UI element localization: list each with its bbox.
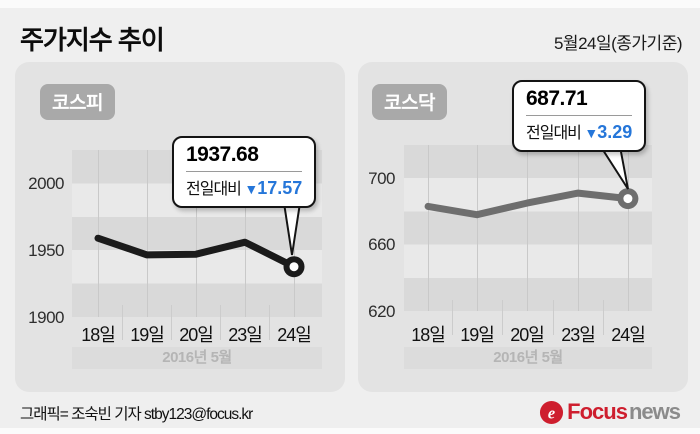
tick-separator: [269, 305, 270, 340]
kosdaq-plot-area: [404, 145, 652, 311]
focus-news-logo: e Focus news: [539, 399, 681, 425]
kosdaq-ytick-620: 620: [368, 302, 395, 321]
kosdaq-change-value: 3.29: [597, 122, 633, 142]
tick-separator: [122, 305, 123, 340]
kospi-value: 1937.68: [186, 143, 259, 166]
tick-separator: [220, 305, 221, 340]
tick-separator: [502, 300, 503, 335]
gridline: [245, 150, 246, 317]
kospi-badge: 코스피: [40, 84, 115, 120]
down-triangle-icon: ▼: [584, 125, 598, 141]
tick-separator: [603, 300, 604, 335]
kosdaq-line-chart: [424, 188, 639, 219]
kospi-panel: 코스피 2000 1950 1900 18일 19일 20일 23일 24일 2…: [15, 62, 345, 392]
change-label: 전일대비: [186, 181, 242, 198]
logo-letter: e: [548, 403, 555, 422]
callout-divider: [526, 115, 633, 116]
kospi-ytick-1900: 1900: [28, 308, 64, 327]
kospi-xtick: 18일: [81, 325, 116, 345]
change-label: 전일대비: [526, 125, 582, 142]
gridline: [477, 145, 478, 311]
kosdaq-xtick: 23일: [561, 325, 596, 345]
kosdaq-xtick: 18일: [411, 325, 446, 345]
kospi-xtick: 19일: [130, 325, 165, 345]
kosdaq-badge: 코스닥: [372, 84, 447, 120]
kospi-ytick-1950: 1950: [28, 241, 64, 260]
bottom-strip: [0, 428, 700, 434]
tick-separator: [171, 305, 172, 340]
gridline: [628, 145, 629, 311]
kospi-callout: 1937.68 전일대비 ▼17.57: [172, 136, 317, 208]
kosdaq-xtick: 19일: [460, 325, 495, 345]
tick-separator: [452, 300, 453, 335]
callout-divider: [186, 171, 303, 172]
kosdaq-change-line: 전일대비 ▼3.29: [526, 119, 632, 143]
date-note: 5월24일(종가기준): [553, 34, 683, 53]
logo-text-primary: Focus: [567, 399, 628, 424]
kospi-month-label: 2016년 5월: [72, 347, 322, 369]
focus-news-icon: e: [540, 400, 564, 424]
kosdaq-ytick-700: 700: [368, 169, 395, 188]
kosdaq-ytick-660: 660: [368, 235, 395, 254]
gridline: [527, 145, 528, 311]
kosdaq-panel: 코스닥 700 660 620 18일 19일 20일 23일 24일 2016…: [358, 62, 688, 392]
page-title: 주가지수 추이: [20, 25, 165, 55]
kosdaq-callout: 687.71 전일대비 ▼3.29: [512, 80, 647, 152]
kospi-xtick: 20일: [179, 325, 214, 345]
kospi-line-chart: [94, 234, 305, 278]
kospi-change-line: 전일대비 ▼17.57: [186, 175, 302, 199]
kosdaq-xtick: 24일: [611, 325, 646, 345]
kospi-ytick-2000: 2000: [28, 174, 64, 193]
gridline: [98, 150, 99, 317]
kospi-xtick: 23일: [228, 325, 263, 345]
kosdaq-xtick: 20일: [510, 325, 545, 345]
kospi-change-value: 17.57: [257, 178, 303, 198]
kospi-callout-tail: [280, 189, 304, 256]
kosdaq-month-label: 2016년 5월: [404, 347, 652, 369]
kosdaq-value: 687.71: [526, 87, 588, 110]
tick-separator: [553, 300, 554, 335]
gridline: [196, 150, 197, 317]
logo-text-secondary: news: [628, 399, 681, 424]
gridline: [578, 145, 579, 311]
credit-line: 그래픽= 조숙빈 기자 stby123@focus.kr: [20, 406, 253, 423]
gridline: [147, 150, 148, 317]
down-triangle-icon: ▼: [244, 181, 258, 197]
top-strip: [0, 0, 700, 8]
kospi-xtick: 24일: [277, 325, 312, 345]
gridline: [428, 145, 429, 311]
